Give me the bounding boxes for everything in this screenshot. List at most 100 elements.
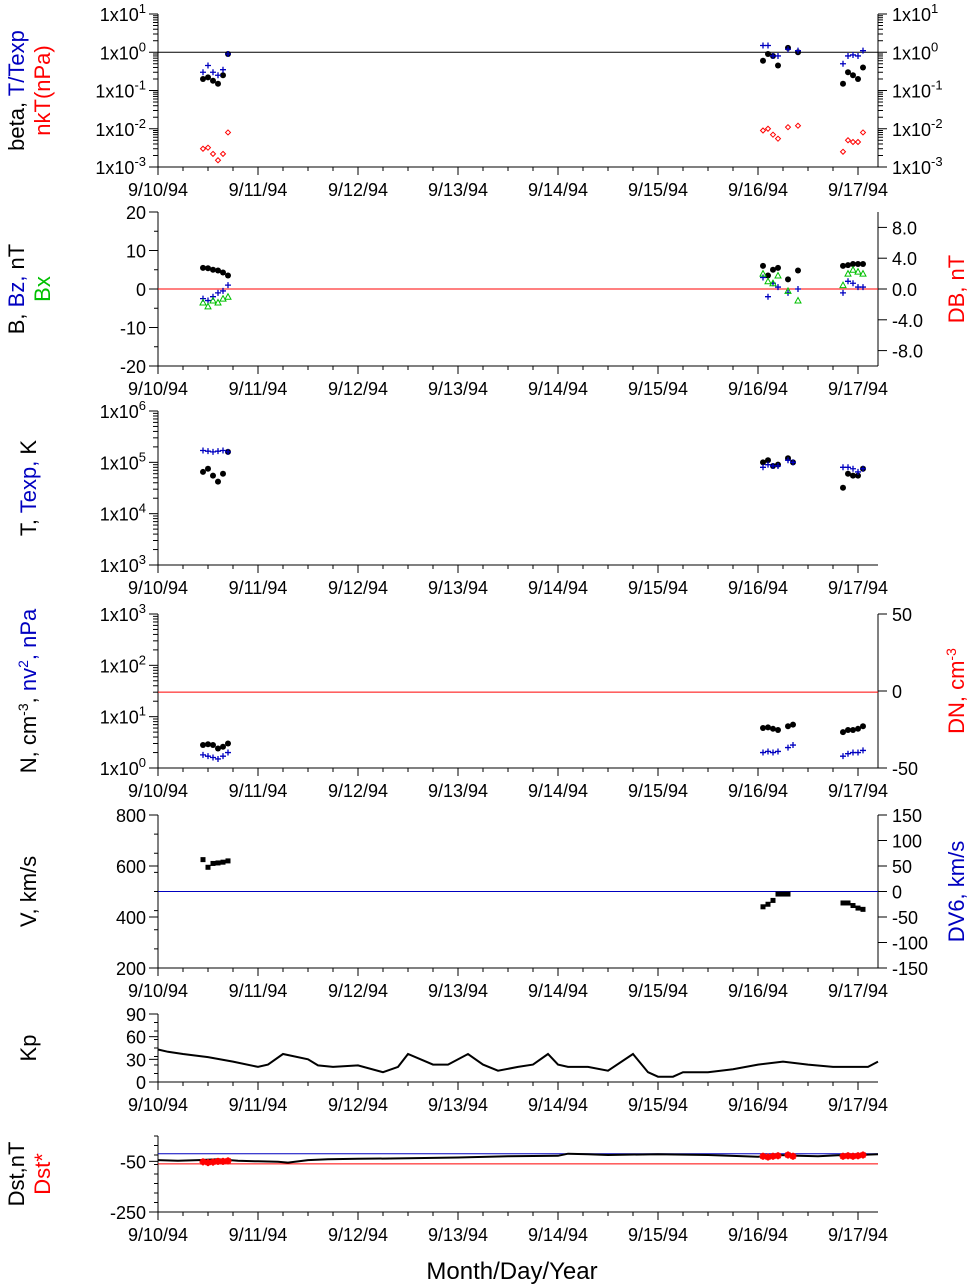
panel-1-series-2-point (764, 277, 772, 285)
panel-1-series-0-point (785, 276, 791, 283)
panel-2-series-0-point (210, 472, 216, 479)
panel-6-y-tick-label: -250 (110, 1203, 146, 1223)
panel-2-series-1-point (855, 468, 861, 475)
panel-1-x-tick-label: 9/11/94 (229, 379, 288, 399)
panel-0-series-2-point (204, 144, 212, 151)
panel-6-series-1-point (769, 1152, 777, 1160)
panel-1-series-1-point (845, 278, 851, 285)
panel-1-series-1-point (860, 284, 866, 291)
panel-4-x-tick-label: 9/16/94 (728, 981, 788, 1001)
panel-2-x-tick-label: 9/14/94 (528, 578, 588, 598)
panel-6-series-1-point (199, 1158, 207, 1166)
panel-3-series-1-point (845, 750, 851, 757)
panel-1-y-tick-label: 0 (136, 280, 146, 300)
panel-0-x-tick-label: 9/10/94 (128, 180, 188, 200)
panel-1-series-2-point (839, 281, 847, 289)
panel-6-x-tick-label: 9/13/94 (428, 1225, 488, 1245)
panel-4-x-tick-label: 9/15/94 (628, 981, 688, 1001)
panel-0-x-tick-label: 9/13/94 (428, 180, 488, 200)
panel-2-series-1-point (790, 459, 796, 466)
panel-3-x-tick-label: 9/15/94 (628, 781, 688, 801)
panel-1-series-0-point (845, 262, 851, 269)
panel-6-x-tick-label: 9/16/94 (728, 1225, 788, 1245)
panel-2-series-0-point (855, 472, 861, 479)
panel-6-y-axis-label: Dst,nT (4, 1142, 29, 1207)
panel-4-series-0-point (765, 901, 771, 907)
panel-0-series-0-point (210, 77, 216, 84)
panel-2-series-0-point (840, 484, 846, 491)
panel-3-series-1-point (760, 749, 766, 756)
panel-2-series-1-point (860, 465, 866, 472)
panel-6-series-1-point (839, 1152, 847, 1160)
panel-1-y-tick-label: -10 (120, 319, 146, 339)
panel-0-y2-tick-label: 1x10-1 (892, 78, 943, 102)
panel-3-series-0-point (785, 723, 791, 730)
panel-6-series-1-point (759, 1152, 767, 1160)
panel-0-series-1-point (220, 66, 226, 73)
panel-3-y-tick-label: 1x103 (100, 601, 146, 625)
panel-1-series-2-point (849, 265, 857, 273)
panel-1-x-tick-label: 9/15/94 (628, 379, 688, 399)
panel-4-y-tick-label: 200 (116, 959, 146, 979)
panel-0-x-tick-label: 9/15/94 (628, 180, 688, 200)
panel-0-series-2-point (844, 137, 852, 144)
panel-4-series-0-point (775, 891, 781, 897)
panel-0-series-0-point (850, 72, 856, 79)
panel-1-series-0-point (795, 267, 801, 274)
panel-2-series-1-point (200, 447, 206, 454)
panel-6-series-1-point (859, 1151, 867, 1159)
panel-0-series-1-point (860, 47, 866, 54)
panel-1-series-2-point (794, 296, 802, 304)
panel-1-series-0-point (770, 266, 776, 273)
panel-4-x-tick-label: 9/13/94 (428, 981, 488, 1001)
panel-0-y-axis-label-2: nkT(nPa) (30, 45, 55, 135)
panel-3-series-0-point (200, 742, 206, 749)
panel-4-series-0-point (220, 859, 226, 865)
panel-4-x-tick-label: 9/17/94 (828, 981, 888, 1001)
panel-3-series-0-point (215, 745, 221, 752)
panel-5-series-0-line (157, 1048, 879, 1078)
panel-0-y2-tick-label: 1x101 (892, 1, 938, 25)
panel-6-series-1-point (224, 1157, 232, 1165)
panel-3-series-1-point (790, 742, 796, 749)
panel-6-y-axis-label-2: Dst* (30, 1153, 55, 1195)
panel-0-series-0-point (840, 80, 846, 87)
panel-4-x-tick-label: 9/11/94 (229, 981, 288, 1001)
panel-6-series-1-point (849, 1152, 857, 1160)
panel-6-series-1-point (214, 1157, 222, 1165)
panel-6-y-tick-label: -50 (120, 1152, 146, 1172)
panel-0-series-1-point (205, 62, 211, 69)
panel-1-y2-tick-label: 4.0 (892, 249, 917, 269)
panel-1-series-2-point (854, 267, 862, 275)
panel-1-x-tick-label: 9/14/94 (528, 379, 588, 399)
panel-0-series-1-point (225, 51, 231, 58)
panel-1-x-tick-label: 9/13/94 (428, 379, 488, 399)
panel-2-y-tick-label: 1x104 (100, 501, 146, 525)
panel-2-series-1-point (205, 448, 211, 455)
panel-5-x-tick-label: 9/11/94 (229, 1095, 288, 1115)
panel-4-series-0-point (210, 860, 216, 866)
panel-0-series-2-point (849, 138, 857, 146)
panel-0-series-2-point (209, 150, 217, 158)
panel-0-series-1-point (765, 42, 771, 49)
panel-4-y2-tick-label: 100 (892, 832, 922, 852)
panel-1-series-2-point (204, 302, 212, 310)
panel-0-y-tick-label: 1x10-2 (95, 116, 146, 140)
panel-2-series-0-point (220, 470, 226, 477)
panel-1-series-0-point (220, 269, 226, 276)
panel-0-series-1-point (785, 46, 791, 53)
panel-6-series-1-point (784, 1151, 792, 1159)
panel-3-series-0-point (790, 721, 796, 728)
panel-5-x-tick-label: 9/16/94 (728, 1095, 788, 1115)
panel-4-y2-tick-label: 0 (892, 883, 902, 903)
panel-5-x-tick-label: 9/13/94 (428, 1095, 488, 1115)
panel-3-series-1-point (220, 753, 226, 760)
panel-0-series-2-point (764, 125, 772, 132)
panel-0-series-2-point (784, 123, 792, 131)
panel-0-x-tick-label: 9/11/94 (229, 180, 288, 200)
panel-2-x-tick-label: 9/17/94 (828, 578, 888, 598)
panel-6-x-tick-label: 9/14/94 (528, 1225, 588, 1245)
panel-3-y2-tick-label: 50 (892, 605, 912, 625)
panel-3-x-tick-label: 9/11/94 (229, 781, 288, 801)
